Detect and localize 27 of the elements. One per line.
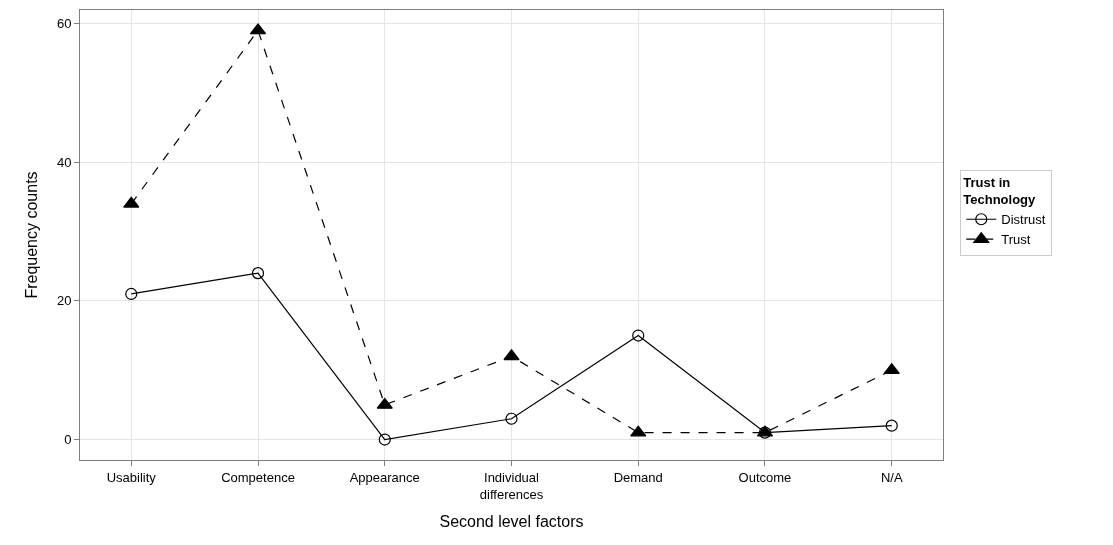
point [376,397,393,409]
y-tick-label: 0 [64,432,72,448]
x-tick-label: Appearance [349,469,420,485]
point [123,196,140,208]
point [251,267,265,280]
y-axis-title: Frequency counts [22,171,40,299]
y-tick-label: 60 [56,16,72,32]
point [630,425,647,437]
x-tick-label: Outcome [738,469,792,485]
point [503,349,520,361]
point [632,329,645,342]
point [505,412,518,425]
x-tick-label: N/A [880,469,903,485]
y-tick-label: 20 [56,293,72,309]
x-tick-label: Individual differences [479,469,544,502]
point [883,363,900,375]
legend-title: Trust in Technology [963,175,1037,208]
legend-label: Trust [1001,232,1031,248]
x-tick-label: Competence [221,469,295,485]
x-tick-label: Demand [613,469,663,485]
point [125,287,138,301]
legend-label: Distrust [1001,212,1046,228]
point [885,419,898,432]
point [378,433,391,446]
y-tick-label: 40 [56,154,72,170]
x-tick-label: Usability [106,469,157,485]
x-axis-title: Second level factors [439,513,584,531]
